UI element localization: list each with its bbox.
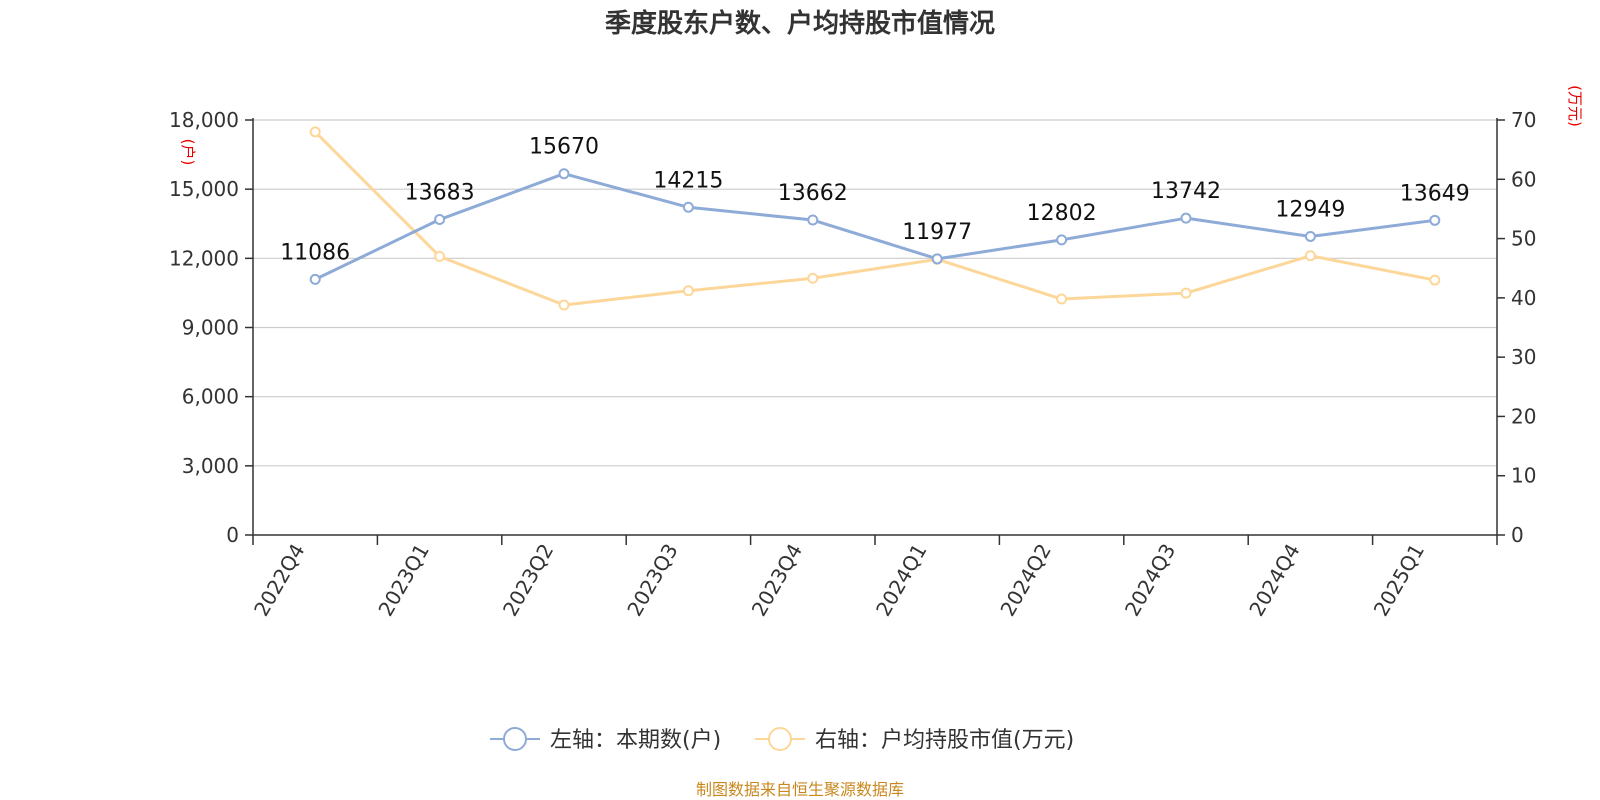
x-tick-label: 2025Q1	[1369, 540, 1429, 621]
data-point-left	[1304, 230, 1316, 242]
data-point-left	[931, 253, 943, 265]
right-tick-label: 40	[1511, 286, 1536, 310]
grid	[253, 119, 1497, 467]
data-point-right	[1056, 293, 1068, 305]
legend-label-left: 左轴：本期数(户)	[550, 728, 721, 753]
left-tick-label: 15,000	[169, 177, 239, 201]
left-axis-unit: (户)	[179, 139, 197, 166]
source-note: 制图数据来自恒生聚源数据库	[696, 780, 904, 799]
data-point-right	[434, 250, 446, 262]
x-tick-label: 2024Q1	[871, 540, 931, 621]
data-label: 11086	[280, 240, 350, 265]
data-point-right	[309, 126, 321, 138]
left-tick-label: 3,000	[182, 454, 239, 478]
data-point-right	[1180, 287, 1192, 299]
right-tick-label: 30	[1511, 345, 1536, 369]
left-tick-label: 0	[226, 523, 239, 547]
data-label: 13662	[778, 181, 848, 206]
right-tick-label: 60	[1511, 167, 1536, 191]
data-label: 15670	[529, 135, 599, 160]
data-label: 14215	[653, 168, 723, 193]
x-tick-label: 2024Q2	[995, 540, 1055, 621]
legend-label-right: 右轴：户均持股市值(万元)	[815, 728, 1074, 753]
data-point-left	[309, 273, 321, 285]
data-point-left	[434, 214, 446, 226]
axes: 0 3,000 6,000 9,000 12,000 15,000 18,000 0 10 20 3…	[169, 108, 1536, 620]
right-tick-label: 10	[1511, 464, 1536, 488]
data-label: 12949	[1275, 197, 1345, 222]
right-tick-label: 70	[1511, 108, 1536, 132]
data-label: 13649	[1400, 181, 1470, 206]
data-point-left	[558, 168, 570, 180]
series	[309, 126, 1441, 311]
x-tick-label: 2023Q4	[747, 540, 807, 621]
left-tick-label: 18,000	[169, 108, 239, 132]
series-line-left	[314, 172, 1435, 281]
data-point-left	[1429, 214, 1441, 226]
data-point-right	[1304, 250, 1316, 262]
chart-title: 季度股东户数、户均持股市值情况	[605, 8, 995, 39]
left-tick-label: 9,000	[182, 316, 239, 340]
series-line-right	[314, 130, 1436, 307]
data-point-left	[807, 214, 819, 226]
right-axis-unit: (万元)	[1566, 85, 1584, 127]
x-tick-label: 2024Q3	[1120, 540, 1180, 621]
data-point-right	[1429, 274, 1441, 286]
x-tick-label: 2023Q2	[498, 540, 558, 621]
legend-marker-left	[503, 727, 527, 751]
data-point-left	[1056, 234, 1068, 246]
data-point-right	[807, 272, 819, 284]
legend-marker-right	[768, 727, 792, 751]
data-point-left	[682, 201, 694, 213]
right-tick-label: 20	[1511, 404, 1536, 428]
data-point-right	[558, 299, 570, 311]
x-tick-label: 2024Q4	[1244, 540, 1304, 621]
data-label: 11977	[902, 220, 972, 245]
x-tick-label: 2022Q4	[249, 540, 309, 621]
x-tick-label: 2023Q3	[622, 540, 682, 621]
legend: 左轴：本期数(户) 右轴：户均持股市值(万元)	[490, 727, 1074, 753]
left-tick-label: 6,000	[182, 385, 239, 409]
data-label: 13742	[1151, 179, 1221, 204]
data-point-left	[1180, 212, 1192, 224]
data-point-right	[682, 285, 694, 297]
data-labels: 11086 13683 15670 14215 13662 11977 12802 13742…	[280, 135, 1470, 266]
data-label: 13683	[405, 181, 475, 206]
left-tick-label: 12,000	[169, 246, 239, 270]
right-tick-label: 0	[1511, 523, 1524, 547]
x-tick-label: 2023Q1	[373, 540, 433, 621]
data-label: 12802	[1027, 201, 1097, 226]
right-tick-label: 50	[1511, 227, 1536, 251]
